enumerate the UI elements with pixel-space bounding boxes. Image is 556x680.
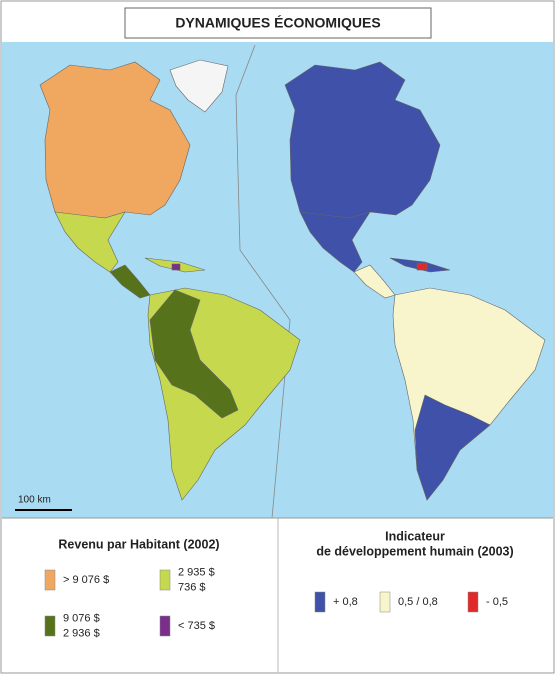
legend-title: Revenu par Habitant (2002)	[58, 537, 219, 551]
legend-label: < 735 $	[178, 620, 215, 632]
greenland	[169, 59, 229, 113]
southern-cone	[414, 394, 491, 501]
title: DYNAMIQUES ÉCONOMIQUES	[175, 15, 380, 31]
legend-title: Indicateur	[385, 529, 445, 543]
legend-label: 2 935 $	[178, 566, 215, 578]
scale-label: 100 km	[18, 495, 51, 506]
legend-title: de développement humain (2003)	[316, 544, 513, 558]
legend-label: - 0,5	[486, 596, 508, 608]
legend-swatch	[314, 591, 326, 613]
north-america-r	[284, 61, 441, 219]
haiti-r	[416, 262, 428, 271]
legend-swatch	[379, 591, 391, 613]
mexico-r	[299, 211, 371, 273]
legend-label: 0,5 / 0,8	[398, 596, 438, 608]
legend-swatch	[159, 615, 171, 637]
legend-label: + 0,8	[333, 596, 358, 608]
andes	[149, 289, 239, 419]
legend-swatch	[467, 591, 479, 613]
legend-swatch	[159, 569, 171, 591]
legend-swatch	[44, 615, 56, 637]
legend-label: 2 936 $	[63, 627, 100, 639]
right-map	[284, 61, 546, 501]
haiti	[171, 263, 181, 271]
legend-label: 736 $	[178, 581, 206, 593]
legend-label: 9 076 $	[63, 612, 100, 624]
title-box	[124, 7, 432, 39]
map-divider	[235, 44, 291, 519]
legend-swatch	[44, 569, 56, 591]
mexico	[54, 211, 126, 273]
left-map	[39, 59, 301, 501]
north-america	[39, 61, 191, 219]
legend-label: > 9 076 $	[63, 574, 109, 586]
